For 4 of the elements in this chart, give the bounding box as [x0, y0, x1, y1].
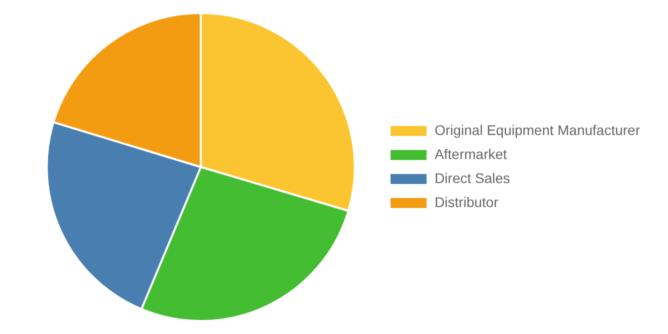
legend-label: Original Equipment Manufacturer — [434, 122, 640, 138]
legend-label: Direct Sales — [434, 170, 510, 186]
legend-label: Aftermarket — [434, 146, 508, 162]
legend-label: Distributor — [434, 194, 499, 210]
